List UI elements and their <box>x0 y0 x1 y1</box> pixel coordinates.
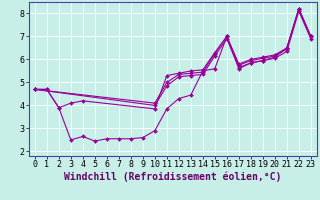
X-axis label: Windchill (Refroidissement éolien,°C): Windchill (Refroidissement éolien,°C) <box>64 172 282 182</box>
